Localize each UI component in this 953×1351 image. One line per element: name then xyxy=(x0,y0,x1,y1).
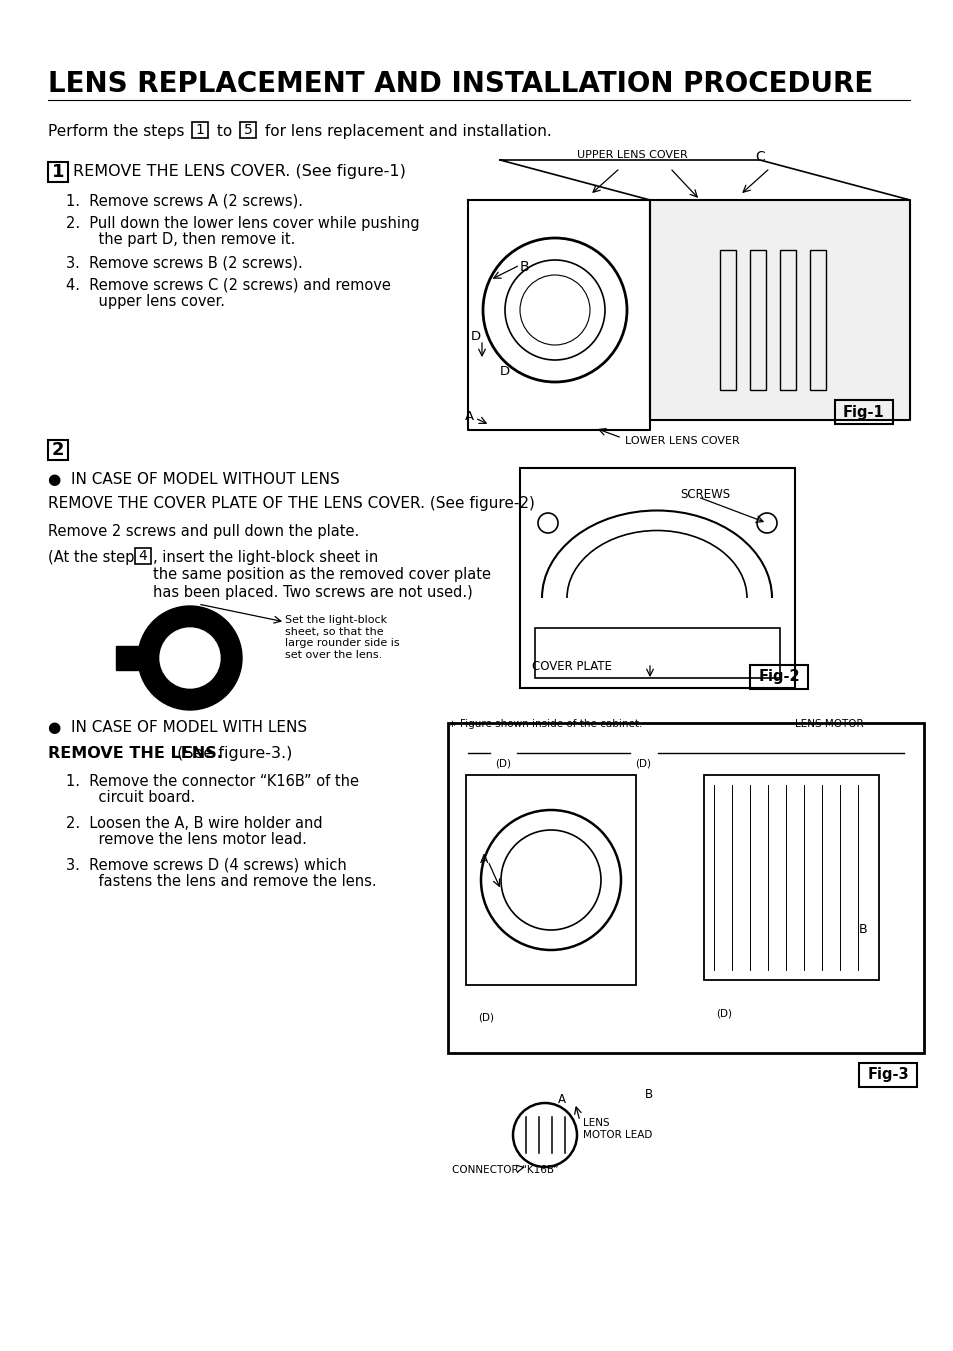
Bar xyxy=(240,122,255,138)
Text: 1: 1 xyxy=(195,123,204,136)
Text: 3.  Remove screws B (2 screws).: 3. Remove screws B (2 screws). xyxy=(66,255,302,272)
Text: REMOVE THE LENS COVER. (See figure-1): REMOVE THE LENS COVER. (See figure-1) xyxy=(73,163,405,178)
Text: 4.  Remove screws C (2 screws) and remove: 4. Remove screws C (2 screws) and remove xyxy=(66,278,391,293)
Polygon shape xyxy=(649,200,909,420)
Bar xyxy=(834,400,892,424)
Bar xyxy=(749,250,765,390)
Text: LOWER LENS COVER: LOWER LENS COVER xyxy=(624,436,739,446)
Bar xyxy=(535,628,780,678)
Text: circuit board.: circuit board. xyxy=(80,790,195,805)
Bar xyxy=(48,162,68,182)
Text: the part D, then remove it.: the part D, then remove it. xyxy=(80,232,295,247)
Polygon shape xyxy=(468,200,649,430)
Bar xyxy=(703,775,878,979)
Text: CONNECTOR “K16B”: CONNECTOR “K16B” xyxy=(452,1165,558,1175)
Text: UPPER LENS COVER: UPPER LENS COVER xyxy=(577,150,687,159)
Text: 1: 1 xyxy=(51,163,64,181)
Text: LENS REPLACEMENT AND INSTALLATION PROCEDURE: LENS REPLACEMENT AND INSTALLATION PROCED… xyxy=(48,70,872,99)
Text: remove the lens motor lead.: remove the lens motor lead. xyxy=(80,832,307,847)
Bar xyxy=(519,467,794,688)
Circle shape xyxy=(482,238,626,382)
Text: 2.  Pull down the lower lens cover while pushing: 2. Pull down the lower lens cover while … xyxy=(66,216,419,231)
Bar xyxy=(780,250,795,390)
Text: fastens the lens and remove the lens.: fastens the lens and remove the lens. xyxy=(80,874,376,889)
Bar xyxy=(749,665,807,689)
Text: COVER PLATE: COVER PLATE xyxy=(532,661,612,673)
Bar xyxy=(192,122,208,138)
Text: SCREWS: SCREWS xyxy=(679,488,729,501)
Text: Fig-2: Fig-2 xyxy=(758,670,799,685)
Text: LENS
MOTOR LEAD: LENS MOTOR LEAD xyxy=(582,1119,652,1140)
Text: B: B xyxy=(519,259,529,274)
Circle shape xyxy=(138,607,242,711)
Text: Fig-1: Fig-1 xyxy=(842,404,884,420)
Text: Perform the steps: Perform the steps xyxy=(48,124,190,139)
Bar xyxy=(809,250,825,390)
Text: 2: 2 xyxy=(51,440,64,459)
Text: (D): (D) xyxy=(495,758,511,767)
Text: A: A xyxy=(558,1093,565,1106)
Text: 1.  Remove the connector “K16B” of the: 1. Remove the connector “K16B” of the xyxy=(66,774,358,789)
Text: A: A xyxy=(479,852,488,866)
Text: ∗ Figure shown inside of the cabinet.: ∗ Figure shown inside of the cabinet. xyxy=(448,719,641,730)
Bar xyxy=(48,440,68,459)
Text: (D): (D) xyxy=(716,1008,731,1019)
Text: (D): (D) xyxy=(635,758,650,767)
Text: to: to xyxy=(212,124,237,139)
Text: Set the light-block
sheet, so that the
large rounder side is
set over the lens.: Set the light-block sheet, so that the l… xyxy=(285,615,399,659)
Circle shape xyxy=(160,628,220,688)
Polygon shape xyxy=(499,159,909,200)
Text: upper lens cover.: upper lens cover. xyxy=(80,295,225,309)
Bar xyxy=(135,549,151,563)
Bar xyxy=(465,775,636,985)
Text: 2.  Loosen the A, B wire holder and: 2. Loosen the A, B wire holder and xyxy=(66,816,322,831)
Text: (See figure-3.): (See figure-3.) xyxy=(172,746,292,761)
Bar xyxy=(858,1063,916,1088)
Text: Remove 2 screws and pull down the plate.: Remove 2 screws and pull down the plate. xyxy=(48,524,359,539)
Text: (At the step: (At the step xyxy=(48,550,139,565)
Text: for lens replacement and installation.: for lens replacement and installation. xyxy=(260,124,551,139)
Bar xyxy=(448,723,923,1052)
Text: B: B xyxy=(644,1088,653,1101)
Text: ●  IN CASE OF MODEL WITHOUT LENS: ● IN CASE OF MODEL WITHOUT LENS xyxy=(48,471,339,486)
Text: 5: 5 xyxy=(243,123,253,136)
Text: 1.  Remove screws A (2 screws).: 1. Remove screws A (2 screws). xyxy=(66,195,303,209)
Text: B: B xyxy=(858,923,866,936)
Text: ●  IN CASE OF MODEL WITH LENS: ● IN CASE OF MODEL WITH LENS xyxy=(48,720,307,735)
Text: 3.  Remove screws D (4 screws) which: 3. Remove screws D (4 screws) which xyxy=(66,858,346,873)
Text: D: D xyxy=(499,365,510,378)
Text: D: D xyxy=(471,330,480,343)
Text: , insert the light-block sheet in
the same position as the removed cover plate
h: , insert the light-block sheet in the sa… xyxy=(152,550,491,600)
Text: A: A xyxy=(464,409,474,423)
Bar xyxy=(116,646,138,670)
Bar xyxy=(720,250,735,390)
Text: LENS MOTOR: LENS MOTOR xyxy=(794,719,862,730)
Text: 4: 4 xyxy=(138,549,147,563)
Text: REMOVE THE COVER PLATE OF THE LENS COVER. (See figure-2): REMOVE THE COVER PLATE OF THE LENS COVER… xyxy=(48,496,535,511)
Text: REMOVE THE LENS.: REMOVE THE LENS. xyxy=(48,746,223,761)
Text: (D): (D) xyxy=(477,1013,494,1023)
Text: Fig-3: Fig-3 xyxy=(866,1067,908,1082)
Text: C: C xyxy=(754,150,764,163)
